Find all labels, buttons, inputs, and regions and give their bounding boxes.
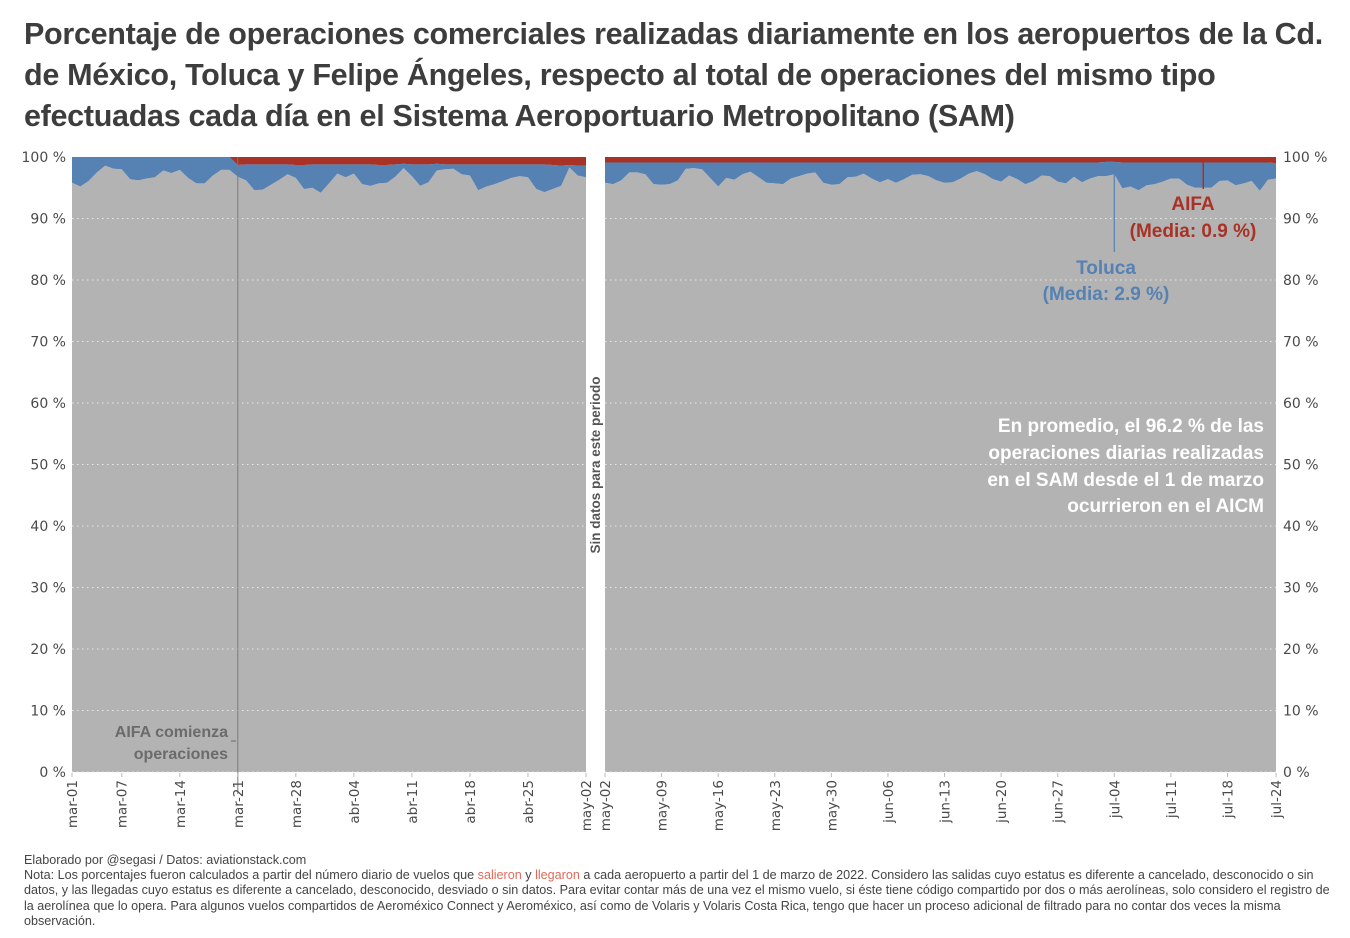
y-tick-label-left: 10 % <box>30 704 66 720</box>
stacked-area-chart: 0 % 10 % 20 % 30 % 40 % 50 % 60 % 70 % 80 % 90 % 1… <box>22 150 1328 831</box>
x-tick-label: jul-04 <box>1107 780 1123 819</box>
x-tick-label: abr-25 <box>521 780 537 824</box>
x-tick-label: may-02 <box>579 780 595 831</box>
x-tick-label: jul-11 <box>1164 780 1180 819</box>
y-tick-label-left: 0 % <box>39 765 66 781</box>
plot-panels <box>72 157 1276 794</box>
x-tick-label: jun-06 <box>881 780 897 824</box>
y-tick-label-right: 70 % <box>1283 335 1319 351</box>
y-tick-label-left: 50 % <box>30 458 66 474</box>
x-tick-label: mar-07 <box>115 780 131 828</box>
x-tick-label: may-16 <box>711 780 727 831</box>
area-aifa-left <box>72 157 586 166</box>
y-tick-label-right: 100 % <box>1283 150 1327 166</box>
y-tick-label-left: 60 % <box>30 396 66 412</box>
aifa-series-label-line2: (Media: 0.9 %) <box>1130 221 1257 242</box>
toluca-series-label-line1: Toluca <box>1076 258 1136 279</box>
x-tick-label: abr-11 <box>405 780 421 824</box>
x-tick-label: jul-24 <box>1269 780 1285 819</box>
aifa-start-label-line2: operaciones <box>134 746 228 763</box>
toluca-series-label-line2: (Media: 2.9 %) <box>1043 284 1170 305</box>
x-tick-label: jun-20 <box>994 780 1010 824</box>
x-tick-label: may-30 <box>824 780 840 831</box>
area-toluca-right <box>605 161 1276 191</box>
aifa-start-label-line1: AIFA comienza <box>115 724 228 741</box>
aicm-summary-line3: en el SAM desde el 1 de marzo <box>987 470 1264 491</box>
note-rest: a cada aeropuerto a partir del 1 de marz… <box>24 868 1330 928</box>
y-tick-label-right: 90 % <box>1283 212 1319 228</box>
y-tick-label-right: 30 % <box>1283 581 1319 597</box>
aifa-series-label-line1: AIFA <box>1171 194 1215 215</box>
x-tick-label: may-02 <box>598 780 614 831</box>
y-tick-label-left: 30 % <box>30 581 66 597</box>
x-tick-label: mar-28 <box>289 780 305 828</box>
aicm-summary-line1: En promedio, el 96.2 % de las <box>998 416 1264 437</box>
footer: Elaborado por @segasi / Datos: aviations… <box>24 853 1334 929</box>
y-tick-label-left: 20 % <box>30 642 66 658</box>
note-llegaron: llegaron <box>535 868 580 883</box>
y-tick-label-left: 100 % <box>22 150 66 166</box>
x-tick-label: abr-18 <box>463 780 479 824</box>
x-tick-label: may-23 <box>768 780 784 831</box>
x-tick-label: abr-04 <box>347 780 363 824</box>
x-tick-label: mar-01 <box>65 780 81 828</box>
chart-title: Porcentaje de operaciones comerciales re… <box>24 17 1323 133</box>
y-tick-label-left: 90 % <box>30 212 66 228</box>
y-tick-label-right: 0 % <box>1283 765 1310 781</box>
y-tick-label-right: 10 % <box>1283 704 1319 720</box>
y-tick-label-right: 50 % <box>1283 458 1319 474</box>
aicm-summary-line4: ocurrieron en el AICM <box>1067 496 1264 517</box>
area-aicm-left <box>72 165 586 773</box>
note-salieron: salieron <box>477 868 522 883</box>
y-tick-label-right: 40 % <box>1283 519 1319 535</box>
note-mid: y <box>521 868 536 883</box>
y-tick-label-left: 80 % <box>30 273 66 289</box>
annotations: Sin datos para este periodo AIFA comienz… <box>115 194 1264 763</box>
x-axis: mar-01 mar-07 mar-14 mar-21 mar-28 abr-04 abr-… <box>65 773 1285 831</box>
y-axis-left: 0 % 10 % 20 % 30 % 40 % 50 % 60 % 70 % 80 % 90 % 1… <box>22 150 66 781</box>
y-axis-right: 0 % 10 % 20 % 30 % 40 % 50 % 60 % 70 % 80 % 90 % 1… <box>1283 150 1327 781</box>
y-tick-label-left: 70 % <box>30 335 66 351</box>
y-tick-label-right: 20 % <box>1283 642 1319 658</box>
panel-right <box>605 157 1276 773</box>
y-tick-label-right: 80 % <box>1283 273 1319 289</box>
x-tick-label: mar-14 <box>173 780 189 828</box>
area-aifa-right <box>605 157 1276 164</box>
x-tick-label: mar-21 <box>231 780 247 828</box>
area-aicm-right <box>605 168 1276 773</box>
no-data-label: Sin datos para este periodo <box>588 376 603 553</box>
x-tick-label: jun-27 <box>1051 780 1067 824</box>
x-tick-label: jun-13 <box>938 780 954 824</box>
area-toluca-left <box>72 157 586 193</box>
y-tick-label-left: 40 % <box>30 519 66 535</box>
note-prefix: Nota: Los porcentajes fueron calculados … <box>24 868 478 883</box>
x-tick-label: may-09 <box>655 780 671 831</box>
panel-left <box>72 157 586 773</box>
note: Nota: Los porcentajes fueron calculados … <box>24 868 1334 929</box>
x-tick-label: jul-18 <box>1220 780 1236 819</box>
y-tick-label-right: 60 % <box>1283 396 1319 412</box>
aicm-summary-line2: operaciones diarias realizadas <box>988 443 1264 464</box>
credit-line: Elaborado por @segasi / Datos: aviations… <box>24 853 307 867</box>
